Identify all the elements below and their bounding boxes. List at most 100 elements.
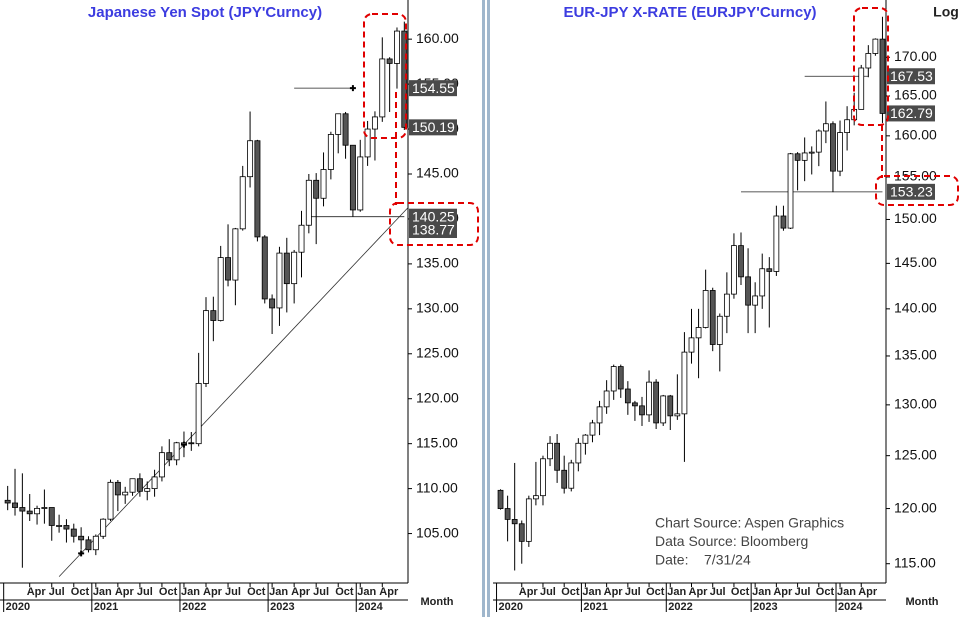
candle-body — [26, 510, 33, 515]
year-tick-label: 2022 — [182, 601, 206, 613]
candle-body — [702, 290, 709, 328]
candle-body — [589, 422, 596, 436]
x-tick-label: Jul — [625, 586, 641, 598]
price-label-box — [887, 105, 935, 122]
price-label: 154.55 — [412, 80, 455, 96]
y-tick-label: 125.00 — [416, 344, 459, 360]
x-tick-label: Jan — [357, 586, 376, 598]
candle-body — [364, 128, 371, 158]
y-tick-label: 140.00 — [894, 300, 937, 316]
chart-title: EUR-JPY X-RATE (EURJPY'Curncy) — [563, 4, 816, 21]
y-tick-label: 165.00 — [894, 87, 937, 103]
y-tick-label: 160.00 — [894, 127, 937, 143]
candle-body — [667, 395, 674, 417]
y-tick-label: 170.00 — [894, 48, 937, 64]
x-tick-label: Oct — [731, 586, 750, 598]
x-tick-label: Apr — [203, 586, 223, 598]
candle-body — [681, 351, 688, 415]
candle-body — [394, 30, 400, 64]
candle-body — [12, 502, 18, 508]
candle-body — [56, 525, 63, 527]
price-label-box — [409, 208, 457, 225]
candle-body — [298, 224, 305, 253]
candle-body — [858, 67, 865, 110]
x-tick-label: Jul — [49, 586, 65, 598]
x-axis-label: Month — [421, 596, 454, 608]
y-tick-label: 135.00 — [416, 255, 459, 271]
candle-body — [276, 252, 283, 309]
y-tick-label: 120.00 — [416, 389, 459, 405]
level-marker — [349, 85, 356, 92]
candle-body — [808, 151, 815, 154]
candle-body — [646, 381, 652, 416]
y-tick-label: 115.00 — [416, 434, 458, 450]
x-tick-label: Jul — [710, 586, 726, 598]
candle-body — [575, 442, 582, 464]
y-tick-label: 145.00 — [894, 254, 937, 270]
candle-body — [639, 405, 645, 416]
y-tick-label: 120.00 — [894, 499, 937, 515]
candle-body — [745, 276, 751, 306]
candle-body — [327, 134, 334, 170]
candle-body — [688, 337, 695, 353]
candle-body — [107, 481, 114, 520]
year-tick-label: 2021 — [583, 601, 607, 613]
panel-divider — [487, 0, 490, 617]
price-label: 150.19 — [412, 119, 455, 135]
candle-body — [815, 130, 822, 153]
candle-body — [709, 290, 716, 345]
candle-body — [603, 390, 610, 408]
candle-body — [225, 257, 232, 281]
candle-body — [166, 452, 173, 461]
candle-body — [180, 442, 187, 445]
price-label: 138.77 — [412, 222, 455, 238]
candle-body — [85, 539, 92, 551]
x-axis-label: Month — [906, 596, 939, 608]
y-tick-label: 115.00 — [894, 554, 936, 570]
y-tick-label: 145.00 — [416, 165, 459, 181]
trend-anchor — [78, 550, 85, 557]
candle-body — [349, 144, 356, 211]
candle-body — [320, 169, 327, 199]
x-tick-label: Apr — [379, 586, 399, 598]
candle-body — [136, 478, 143, 492]
candle-body — [342, 113, 349, 146]
y-tick-label: 160.00 — [416, 30, 459, 46]
candle-body — [283, 252, 290, 285]
candle-body — [518, 523, 525, 542]
x-tick-label: Apr — [291, 586, 311, 598]
y-tick-label: 125.00 — [894, 446, 937, 462]
candle-body — [674, 413, 681, 417]
candle-body — [568, 462, 575, 489]
candle-body — [547, 442, 553, 460]
candle-body — [716, 315, 723, 345]
candle-body — [291, 251, 298, 285]
highlight-box — [363, 13, 407, 139]
candle-body — [660, 395, 667, 424]
highlight-box — [875, 175, 959, 206]
candle-body — [511, 519, 518, 525]
candle-body — [371, 116, 378, 130]
x-tick-label: Oct — [159, 586, 178, 598]
candle-body — [617, 366, 624, 390]
candle-body — [195, 383, 202, 445]
candle-body — [210, 310, 217, 321]
price-label-box — [887, 183, 935, 200]
x-tick-label: Oct — [561, 586, 580, 598]
candle-body — [504, 508, 511, 520]
x-tick-label: Apr — [604, 586, 624, 598]
candle-body — [254, 140, 261, 238]
candle-body — [879, 38, 886, 114]
candle-body — [865, 53, 872, 69]
candle-body — [554, 442, 560, 471]
candle-body — [525, 498, 532, 542]
year-tick-label: 2020 — [6, 601, 30, 613]
highlight-box — [853, 7, 889, 126]
year-tick-label: 2024 — [838, 601, 863, 613]
x-tick-label: Jan — [582, 586, 601, 598]
candle-body — [653, 381, 660, 424]
candle-body — [203, 310, 209, 384]
price-label: 140.25 — [412, 208, 455, 224]
candle-body — [632, 402, 638, 407]
